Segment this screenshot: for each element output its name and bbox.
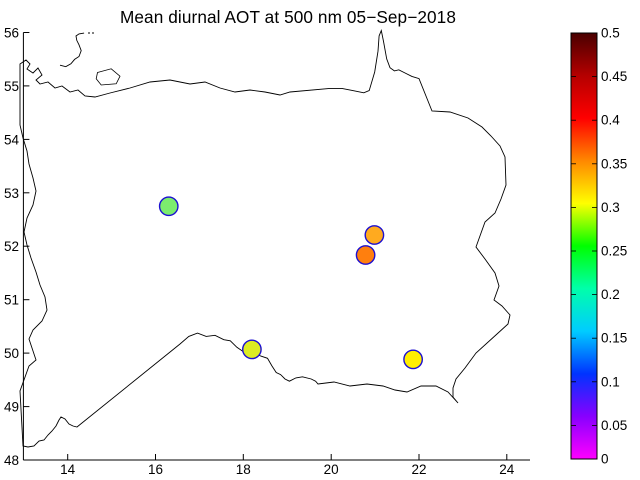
svg-text:0.2: 0.2 [601,287,620,302]
svg-text:0.35: 0.35 [601,156,627,171]
svg-text:20: 20 [324,462,339,477]
svg-text:55: 55 [4,79,19,94]
svg-text:52: 52 [4,239,19,254]
svg-text:54: 54 [4,132,20,147]
svg-text:0.45: 0.45 [601,69,627,84]
svg-text:0.25: 0.25 [601,244,627,259]
svg-text:49: 49 [4,400,19,415]
svg-text:0.5: 0.5 [601,26,620,41]
svg-text:16: 16 [148,462,163,477]
svg-text:22: 22 [411,462,426,477]
svg-text:50: 50 [4,346,19,361]
svg-text:48: 48 [4,453,19,468]
svg-text:0.15: 0.15 [601,331,627,346]
svg-text:0.05: 0.05 [601,418,627,433]
svg-text:0: 0 [601,452,609,467]
svg-text:51: 51 [4,293,19,308]
svg-text:24: 24 [499,462,515,477]
svg-text:0.3: 0.3 [601,200,620,215]
svg-text:0.1: 0.1 [601,374,620,389]
svg-text:0.4: 0.4 [601,113,620,128]
svg-text:53: 53 [4,186,19,201]
svg-text:14: 14 [60,462,76,477]
svg-text:18: 18 [236,462,251,477]
